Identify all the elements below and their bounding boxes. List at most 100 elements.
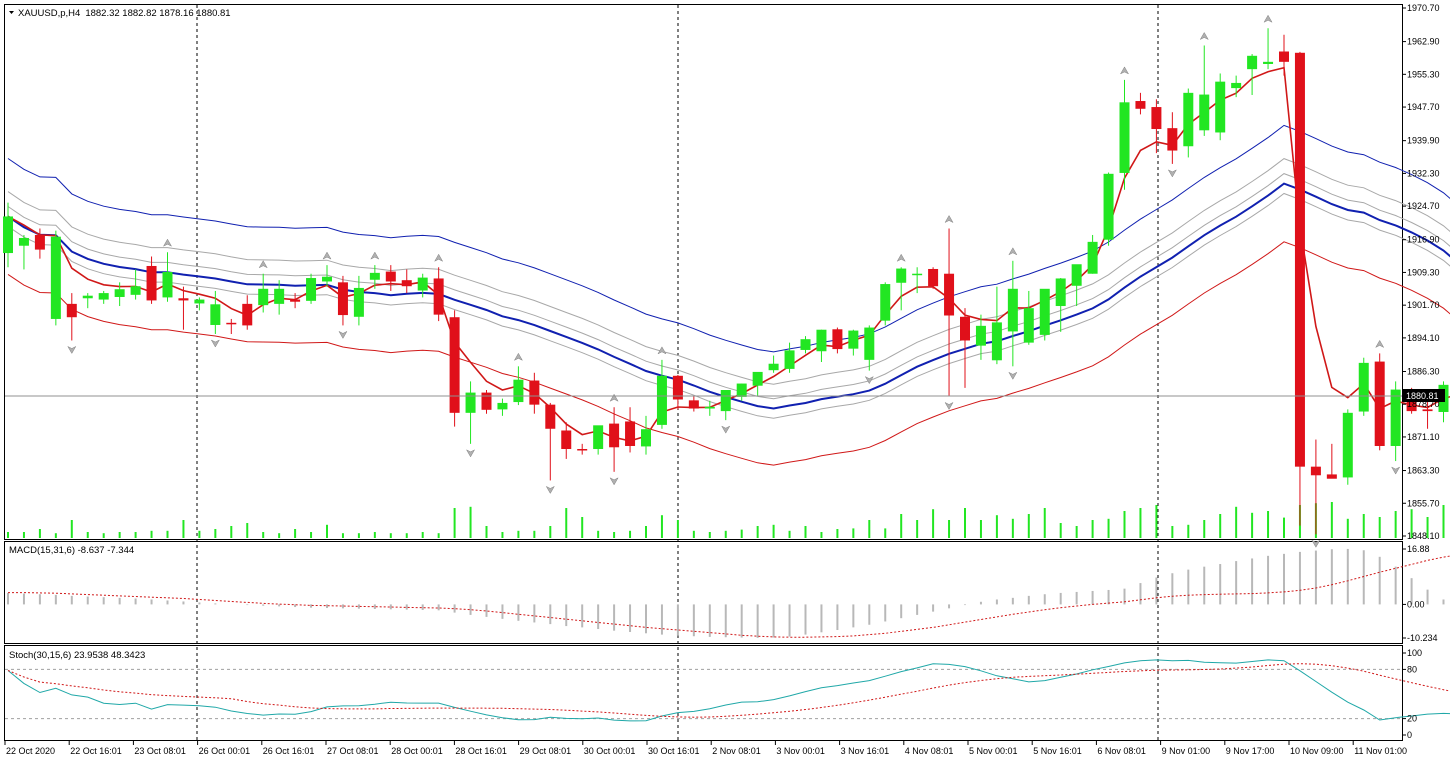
price-axis: 1970.70 1962.90 1955.30 1947.70 1939.90 1932.… xyxy=(1402,3,1440,541)
macd-pane-frame xyxy=(4,541,1403,644)
envelope-inner-lower-line xyxy=(7,192,1450,419)
candle-body xyxy=(784,350,795,369)
stoch-pane-frame xyxy=(4,645,1403,741)
moving-average-line xyxy=(7,182,1450,410)
candle-body xyxy=(1358,362,1369,412)
stoch-tick-label: 100 xyxy=(1407,648,1422,658)
candle-body xyxy=(1390,389,1401,446)
candle-body xyxy=(1199,94,1210,131)
candle-body xyxy=(816,329,827,352)
price-tick-label: 1878.70 xyxy=(1407,399,1440,409)
fractal-down-arrow xyxy=(210,339,220,348)
candle-body xyxy=(322,276,332,282)
candle-body xyxy=(258,288,269,306)
time-tick-label: 2 Nov 08:01 xyxy=(712,746,761,756)
time-tick-label: 30 Oct 16:01 xyxy=(648,746,700,756)
fractal-down-arrow xyxy=(721,425,731,434)
candle-body xyxy=(720,390,731,412)
price-tick-label: 1886.30 xyxy=(1407,366,1440,376)
price-tick-label: 1955.30 xyxy=(1407,69,1440,79)
time-tick-label: 22 Oct 2020 xyxy=(6,746,55,756)
price-tick-label: 1894.10 xyxy=(1407,333,1440,343)
candle-body xyxy=(417,277,428,291)
envelope-upper-line xyxy=(7,124,1450,353)
candle-body xyxy=(609,423,620,448)
macd-signal-line xyxy=(8,555,1450,638)
price-tick-label: 1932.30 xyxy=(1407,168,1440,178)
symbol-name: XAUUSD,p,H4 xyxy=(18,8,80,19)
candle-body xyxy=(1215,81,1226,133)
macd-tick-label: -10.234 xyxy=(1407,633,1438,643)
fractal-up-arrow xyxy=(258,260,268,269)
fractal-up-arrow xyxy=(162,238,173,247)
time-tick-label: 22 Oct 16:01 xyxy=(70,746,122,756)
candle-body xyxy=(975,325,986,346)
time-tick-label: 4 Nov 08:01 xyxy=(905,746,954,756)
candle-body xyxy=(114,289,125,297)
candle-body xyxy=(1422,409,1433,412)
stoch-label: Stoch(30,15,6) 23.9538 48.3423 xyxy=(9,650,145,661)
candle-body xyxy=(529,380,540,405)
symbol-menu-icon[interactable] xyxy=(9,11,14,14)
candle-body xyxy=(1247,55,1258,70)
stoch-signal-line xyxy=(7,663,1450,718)
fractal-up-arrow xyxy=(370,251,380,260)
candle-body xyxy=(130,286,141,295)
candle-body xyxy=(481,392,492,410)
candle-body xyxy=(960,316,970,341)
candle-body xyxy=(1135,101,1146,109)
candle-body xyxy=(896,268,907,283)
time-tick-label: 9 Nov 17:00 xyxy=(1226,746,1275,756)
candle-body xyxy=(353,287,364,317)
stochastic-lines xyxy=(5,659,1450,722)
candle-body xyxy=(146,265,157,301)
time-tick-label: 11 Nov 01:00 xyxy=(1354,746,1407,756)
time-axis: 22 Oct 2020 22 Oct 16:01 23 Oct 08:01 26 Oc… xyxy=(4,740,1407,756)
candle-body xyxy=(1342,412,1353,478)
fractal-up-arrow xyxy=(322,251,332,260)
candle-body xyxy=(401,280,412,287)
candle-body xyxy=(848,330,859,349)
candle-body xyxy=(162,272,173,298)
time-tick-label: 26 Oct 16:01 xyxy=(263,746,315,756)
candle-body xyxy=(18,237,29,246)
candle-body xyxy=(242,303,253,326)
time-tick-label: 26 Oct 00:01 xyxy=(199,746,251,756)
candle-body xyxy=(944,273,955,316)
fractal-down-arrow xyxy=(609,477,619,486)
price-tick-label: 1909.30 xyxy=(1407,267,1440,277)
candle-body xyxy=(832,329,843,350)
time-tick-label: 5 Nov 00:01 xyxy=(969,746,1018,756)
price-tick-label: 1901.70 xyxy=(1407,300,1440,310)
candle-body xyxy=(800,339,811,350)
candle-body xyxy=(1326,474,1337,479)
candle-body xyxy=(82,295,93,299)
candle-body xyxy=(1263,61,1274,64)
candle-body xyxy=(226,322,237,325)
envelope-inner-upper2-line xyxy=(7,173,1450,400)
volume-bars xyxy=(7,502,1445,538)
candle-body xyxy=(752,371,763,386)
price-tick-label: 1916.90 xyxy=(1407,235,1440,245)
fractal-down-arrow xyxy=(864,376,874,385)
candle-body xyxy=(497,402,508,410)
price-tick-label: 1855.70 xyxy=(1407,498,1440,508)
fractal-up-arrow xyxy=(1375,339,1385,348)
time-tick-label: 29 Oct 08:01 xyxy=(520,746,572,756)
candle-body xyxy=(513,379,524,403)
fractal-arrows xyxy=(67,14,1401,548)
candle-body xyxy=(290,299,301,302)
macd-axis: 16.88 0.00 -10.234 xyxy=(1402,544,1438,643)
candle-body xyxy=(641,429,651,447)
stoch-axis: 100 80 20 0 xyxy=(1402,648,1422,740)
stoch-tick-label: 20 xyxy=(1407,714,1417,724)
candle-body xyxy=(1183,92,1194,147)
time-tick-label: 28 Oct 00:01 xyxy=(391,746,443,756)
candle-body xyxy=(1055,278,1066,307)
candle-body xyxy=(561,430,572,450)
candle-body xyxy=(337,282,348,316)
candle-body xyxy=(274,288,285,304)
time-tick-label: 10 Nov 09:00 xyxy=(1290,746,1344,756)
time-tick-label: 30 Oct 00:01 xyxy=(584,746,636,756)
